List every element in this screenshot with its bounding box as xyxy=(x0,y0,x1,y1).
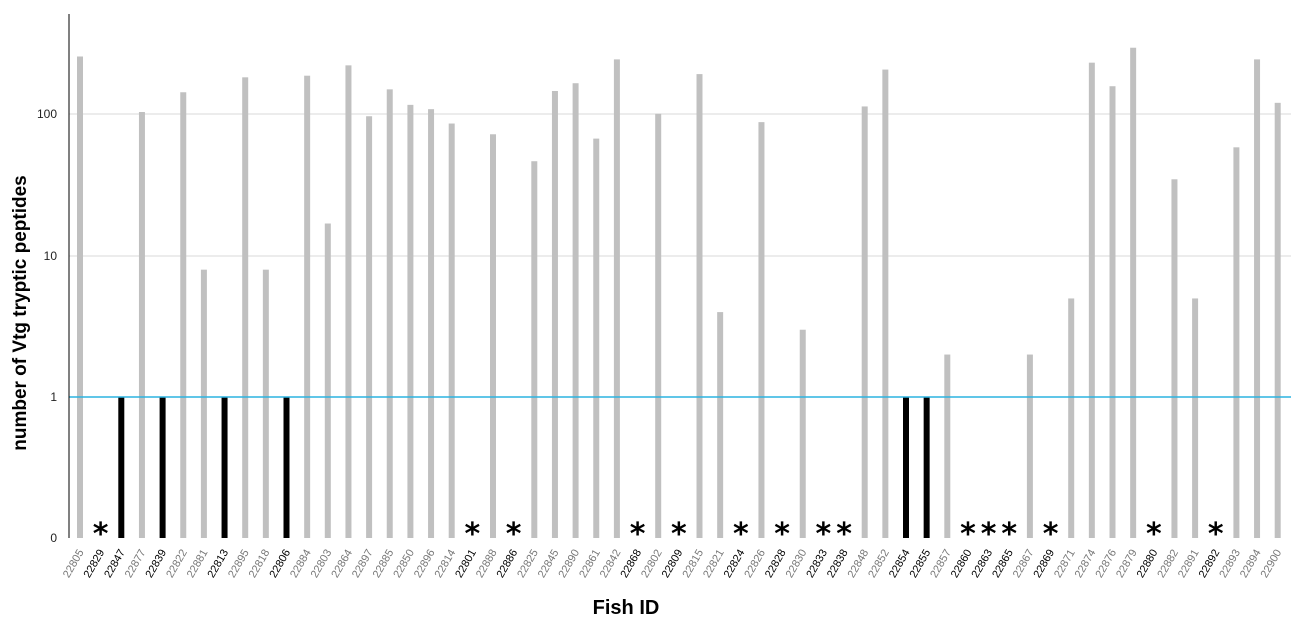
bar xyxy=(903,397,909,538)
bar xyxy=(551,90,558,538)
bar xyxy=(200,269,207,538)
bar xyxy=(696,74,703,539)
bar xyxy=(1192,298,1199,538)
bar xyxy=(304,75,311,538)
bar xyxy=(1088,62,1095,538)
bar xyxy=(531,161,538,539)
bar xyxy=(882,69,889,538)
star-marker: * xyxy=(1001,517,1017,552)
bar xyxy=(138,112,145,539)
bar xyxy=(1233,147,1240,538)
bar xyxy=(366,116,373,538)
star-marker: * xyxy=(960,517,976,552)
bar xyxy=(1130,47,1137,539)
bar xyxy=(944,354,951,538)
grid-lines xyxy=(69,113,1291,257)
bar xyxy=(1254,59,1261,538)
bar xyxy=(799,329,806,538)
bar xyxy=(448,123,455,539)
y-tick-label: 100 xyxy=(37,107,57,121)
bar xyxy=(1026,354,1033,538)
star-marker: * xyxy=(464,517,480,552)
bar xyxy=(717,312,724,538)
star-marker: * xyxy=(630,517,646,552)
bar xyxy=(180,92,187,539)
bar xyxy=(1171,179,1178,538)
star-marker: * xyxy=(1043,517,1059,552)
bar xyxy=(428,109,435,538)
bar xyxy=(407,104,414,539)
star-marker: * xyxy=(733,517,749,552)
star-marker: * xyxy=(981,517,997,552)
bar xyxy=(758,122,765,538)
y-tick-labels: 0 1 10 100 xyxy=(37,107,57,545)
y-axis-label: number of Vtg tryptic peptides xyxy=(10,175,31,451)
bar xyxy=(1274,102,1281,538)
bar xyxy=(345,65,352,539)
bar xyxy=(1068,298,1075,538)
bar xyxy=(77,56,83,538)
y-tick-label: 10 xyxy=(44,249,58,263)
star-marker: * xyxy=(1146,517,1162,552)
bar xyxy=(655,113,662,538)
star-marker: * xyxy=(671,517,687,552)
bar xyxy=(1109,86,1116,538)
x-tick-labels: 2280522829228472287722839228222288122813… xyxy=(61,548,1284,580)
star-marker: * xyxy=(816,517,832,552)
bar xyxy=(923,397,930,538)
bar xyxy=(386,89,393,539)
bar xyxy=(490,134,496,538)
bar xyxy=(262,269,269,538)
bar xyxy=(613,59,620,538)
x-axis-label: Fish ID xyxy=(593,597,660,619)
bar xyxy=(324,223,331,538)
bar xyxy=(572,83,579,539)
bar xyxy=(283,397,290,538)
star-marker: * xyxy=(93,517,109,552)
star-marker: * xyxy=(836,517,852,552)
bar xyxy=(221,397,228,538)
star-markers: * * * * * * * * * * * * * * * xyxy=(93,517,1224,552)
star-marker: * xyxy=(1208,517,1224,552)
x-tick-label: 22900 xyxy=(1259,548,1285,580)
star-marker: * xyxy=(506,517,522,552)
bar xyxy=(118,397,125,538)
bar xyxy=(159,397,166,538)
bar xyxy=(861,106,868,539)
bar xyxy=(593,138,600,538)
bar xyxy=(242,77,249,538)
star-marker: * xyxy=(774,517,790,552)
y-tick-label: 0 xyxy=(50,531,57,545)
y-tick-label: 1 xyxy=(50,390,57,404)
bars xyxy=(77,47,1281,539)
